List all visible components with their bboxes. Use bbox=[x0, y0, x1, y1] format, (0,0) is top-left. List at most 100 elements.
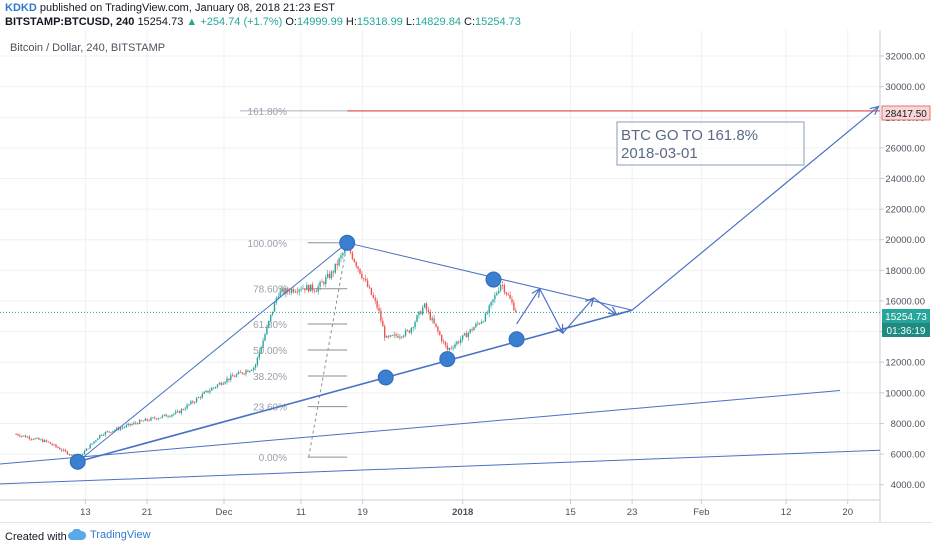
candle-body bbox=[55, 444, 57, 447]
candle-body bbox=[19, 435, 21, 437]
candle-body bbox=[95, 440, 97, 442]
candle-body bbox=[469, 329, 471, 333]
candle-body bbox=[102, 434, 105, 436]
time-axis[interactable]: 13 21 Dec 11 19 2018 15 23 Feb 12 20 bbox=[80, 500, 853, 518]
candle-body bbox=[277, 296, 279, 299]
price-chart[interactable]: Bitcoin / Dollar, 240, BITSTAMP 161.80%1… bbox=[0, 30, 932, 522]
candle-body bbox=[410, 327, 412, 333]
candle-body bbox=[51, 443, 53, 445]
pivot-marker bbox=[485, 271, 502, 288]
candle-body bbox=[292, 289, 295, 293]
candle-body bbox=[454, 344, 456, 348]
low-value: 14829.84 bbox=[415, 16, 461, 28]
annotation-box[interactable]: BTC GO TO 161.8% 2018-03-01 bbox=[616, 121, 805, 166]
trendline-long bbox=[0, 449, 881, 485]
fibonacci-levels: 161.80% 100.00% 78.60% 61.80% 50.00% 38.20% 23… bbox=[240, 107, 880, 464]
pivot-marker bbox=[377, 369, 394, 386]
candle-body bbox=[423, 303, 426, 308]
candle-body bbox=[264, 334, 266, 341]
candle-body bbox=[461, 335, 464, 340]
publish-line: KDKD published on TradingView.com, Janua… bbox=[5, 2, 335, 15]
candle-body bbox=[159, 417, 162, 419]
candle-body bbox=[393, 334, 395, 336]
candle-body bbox=[422, 307, 424, 315]
candle-body bbox=[300, 289, 302, 290]
candle-body bbox=[211, 388, 213, 391]
candle-body bbox=[501, 285, 504, 286]
candle-body bbox=[408, 330, 411, 333]
author-name[interactable]: KDKD bbox=[5, 2, 37, 14]
candle-body bbox=[325, 277, 327, 285]
close-label: C: bbox=[464, 16, 476, 28]
candle-body bbox=[178, 411, 181, 414]
candle-body bbox=[389, 335, 392, 337]
candle-body bbox=[456, 341, 458, 345]
candle-body bbox=[106, 431, 108, 433]
triangle-support bbox=[77, 309, 633, 463]
candle-body bbox=[199, 397, 202, 398]
chart-title: Bitcoin / Dollar, 240, BITSTAMP bbox=[10, 42, 165, 54]
candle-body bbox=[68, 454, 70, 456]
pivot-marker bbox=[508, 331, 525, 348]
candle-body bbox=[270, 314, 272, 321]
price-labels: 28417.50 15254.73 01:36:19 bbox=[881, 105, 931, 337]
candle-body bbox=[509, 295, 511, 299]
candle-body bbox=[431, 318, 433, 320]
x-tick-label: 12 bbox=[781, 507, 792, 518]
candle-body bbox=[503, 285, 506, 293]
annotation-line-1: BTC GO TO 161.8% bbox=[621, 127, 758, 144]
y-tick-label: 32000.00 bbox=[885, 52, 925, 63]
candlestick-series bbox=[0, 240, 880, 460]
candle-body bbox=[203, 392, 205, 394]
candle-body bbox=[167, 416, 169, 418]
candle-body bbox=[256, 357, 259, 365]
candle-body bbox=[114, 429, 116, 431]
candle-body bbox=[363, 278, 365, 279]
countdown-label: 01:36:19 bbox=[887, 326, 926, 337]
candle-body bbox=[180, 409, 183, 414]
candle-body bbox=[384, 326, 386, 338]
candle-body bbox=[317, 286, 319, 292]
candle-body bbox=[23, 435, 25, 437]
candle-body bbox=[81, 454, 84, 456]
candle-body bbox=[309, 284, 312, 292]
candle-body bbox=[251, 370, 253, 371]
candle-body bbox=[479, 323, 481, 325]
candle-body bbox=[365, 278, 367, 281]
annotation-line-2: 2018-03-01 bbox=[621, 145, 698, 162]
candle-body bbox=[157, 418, 160, 420]
candle-body bbox=[285, 288, 287, 294]
symbol-label[interactable]: BITSTAMP:BTCUSD, 240 bbox=[5, 16, 135, 28]
candle-body bbox=[112, 430, 114, 433]
tradingview-logo[interactable]: TradingView bbox=[68, 529, 151, 541]
candle-body bbox=[40, 439, 42, 441]
projection-segment bbox=[616, 309, 633, 316]
high-label: H: bbox=[345, 16, 357, 28]
candle-body bbox=[135, 422, 137, 424]
candle-body bbox=[311, 284, 314, 291]
candle-body bbox=[403, 335, 405, 337]
candle-body bbox=[216, 384, 219, 388]
candle-body bbox=[399, 336, 401, 338]
candle-body bbox=[142, 420, 145, 422]
candle-body bbox=[429, 311, 431, 320]
candle-body bbox=[207, 390, 209, 393]
candle-body bbox=[258, 352, 260, 358]
candle-body bbox=[146, 418, 148, 421]
candle-body bbox=[239, 371, 241, 373]
candle-body bbox=[186, 404, 188, 409]
candle-body bbox=[249, 370, 251, 372]
x-tick-label: Feb bbox=[693, 507, 709, 518]
y-tick-label: 30000.00 bbox=[885, 82, 925, 93]
candle-body bbox=[336, 263, 338, 266]
last-price-tag bbox=[882, 309, 930, 323]
open-label: O: bbox=[285, 16, 297, 28]
x-tick-label: 2018 bbox=[452, 507, 473, 518]
candle-body bbox=[21, 435, 23, 437]
candle-body bbox=[66, 451, 69, 455]
candle-body bbox=[359, 268, 361, 274]
candle-body bbox=[91, 443, 93, 445]
candle-body bbox=[368, 286, 371, 288]
candle-body bbox=[418, 311, 420, 316]
candle-body bbox=[475, 323, 477, 328]
